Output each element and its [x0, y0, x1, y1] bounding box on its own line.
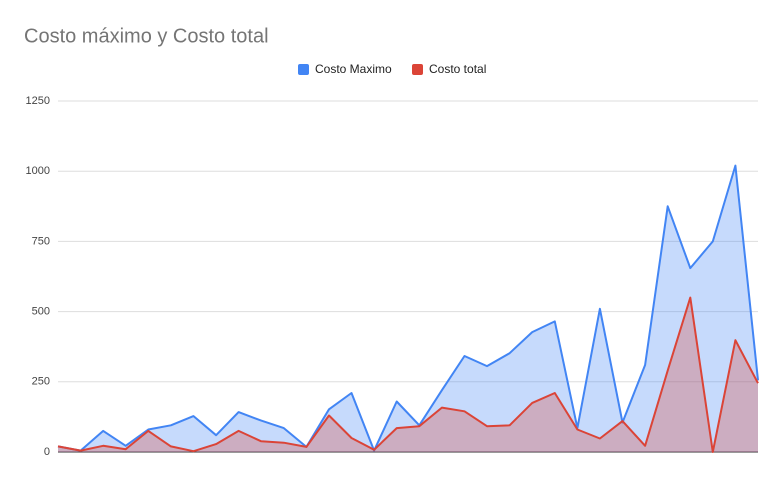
- legend-swatch: [412, 64, 423, 75]
- chart-title: Costo máximo y Costo total: [24, 25, 269, 47]
- line: [57, 164, 759, 452]
- y-tick-label: 250: [32, 376, 50, 388]
- area: [58, 297, 758, 452]
- y-tick-label: 500: [32, 306, 50, 318]
- y-tick-label: 1250: [26, 95, 50, 107]
- legend-label: Costo total: [429, 62, 486, 76]
- legend-label: Costo Maximo: [315, 62, 392, 76]
- y-tick-label: 750: [32, 235, 50, 247]
- area: [58, 165, 758, 452]
- y-tick-label: 1000: [26, 165, 50, 177]
- line: [57, 296, 759, 453]
- legend-swatch: [298, 64, 309, 75]
- y-tick-label: 0: [44, 446, 50, 458]
